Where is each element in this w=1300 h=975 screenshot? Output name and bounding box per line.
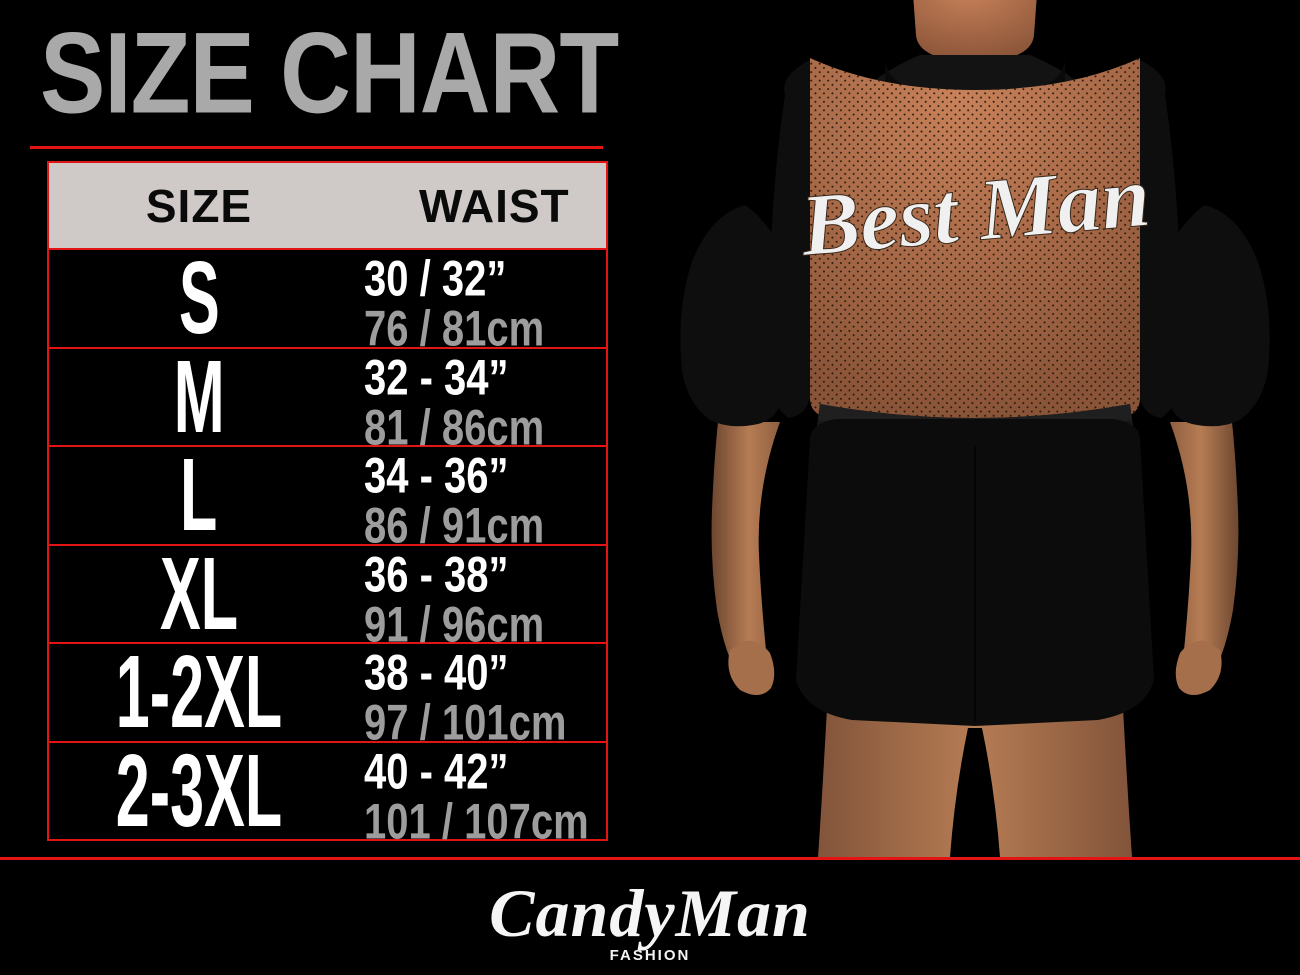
svg-text:FASHION: FASHION: [610, 947, 691, 964]
svg-text:CandyMan: CandyMan: [489, 875, 811, 951]
